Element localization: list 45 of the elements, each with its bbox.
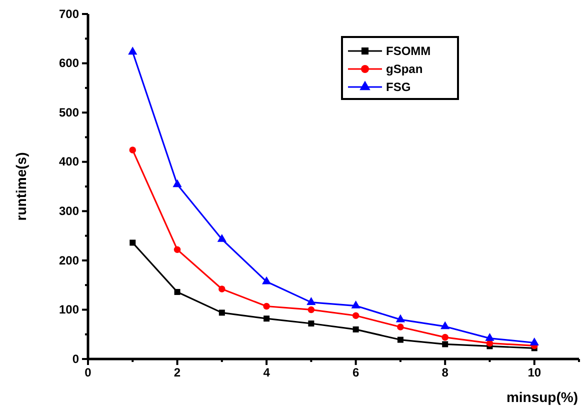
point — [442, 334, 448, 341]
point — [352, 326, 359, 332]
point — [128, 46, 138, 55]
x-tick-label: 8 — [442, 366, 449, 380]
point — [351, 300, 360, 308]
x-tick-label: 0 — [84, 366, 92, 380]
x-tick-label: 4 — [263, 366, 270, 380]
y-tick-label: 0 — [72, 352, 80, 366]
point — [306, 297, 316, 305]
y-tick-label: 500 — [58, 105, 80, 120]
y-tick-label: 700 — [58, 6, 80, 21]
point — [397, 336, 404, 343]
point — [130, 240, 136, 246]
legend-label: FSG — [386, 80, 411, 94]
point — [218, 286, 226, 292]
point — [264, 316, 270, 322]
point — [440, 321, 450, 330]
point — [485, 333, 494, 341]
point — [174, 288, 180, 295]
point — [174, 246, 181, 253]
y-axis-title: runtime(s) — [13, 152, 29, 221]
point — [129, 146, 136, 154]
point — [308, 320, 314, 327]
x-tick-label: 10 — [528, 366, 542, 380]
x-tick-label: 2 — [174, 366, 181, 380]
y-tick-label: 200 — [58, 253, 80, 268]
y-tick-label: 300 — [58, 204, 80, 218]
y-tick-label: 100 — [58, 302, 80, 317]
point — [217, 234, 226, 242]
point — [172, 179, 182, 188]
point — [263, 302, 270, 310]
x-tick-label: 6 — [352, 366, 360, 380]
point — [308, 306, 315, 314]
point — [352, 312, 360, 320]
y-tick-label: 600 — [58, 56, 80, 70]
point — [218, 310, 225, 316]
point — [530, 337, 539, 346]
legend-label: FSOMM — [386, 44, 431, 58]
point — [262, 276, 272, 284]
y-tick-label: 400 — [58, 154, 80, 169]
x-axis-title: minsup(%) — [506, 389, 578, 405]
legend-label: gSpan — [386, 62, 423, 76]
point — [397, 324, 404, 330]
point — [442, 341, 448, 348]
point — [396, 314, 406, 322]
